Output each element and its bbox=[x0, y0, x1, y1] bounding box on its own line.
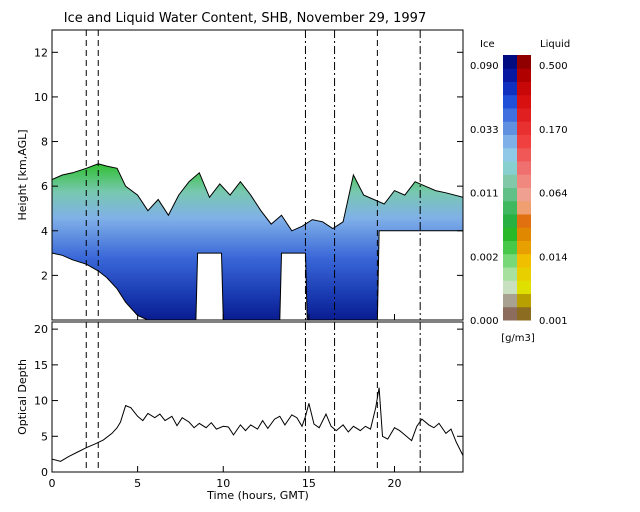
colorbar-ice-swatch bbox=[503, 293, 517, 308]
x-axis-label: Time (hours, GMT) bbox=[206, 489, 309, 502]
top-y-tick-label: 10 bbox=[34, 91, 48, 104]
colorbar-ice-swatch bbox=[503, 240, 517, 255]
x-tick-label: 10 bbox=[216, 477, 230, 490]
optical-depth-panel: 0 5 10 15 20 0 5 10 15 20 Optical Depth Time (ho… bbox=[16, 314, 464, 502]
ice-liquid-panel: 2 4 6 8 10 12 Height [km,AGL] bbox=[16, 29, 464, 321]
colorbar-liquid-tick-label: 0.064 bbox=[539, 189, 568, 200]
colorbar-ice-swatch bbox=[503, 68, 517, 82]
colorbar-ice-swatch bbox=[503, 227, 517, 241]
colorbar-ice-swatch bbox=[503, 187, 517, 202]
colorbar-ice-tick-label: 0.011 bbox=[470, 189, 499, 200]
colorbar-liquid-swatch bbox=[517, 108, 531, 122]
colorbar-liquid-swatch bbox=[517, 187, 531, 202]
optical-depth-series-line bbox=[52, 387, 463, 462]
colorbar-ice-swatch bbox=[503, 280, 517, 294]
colorbar-liquid-tick-label: 0.014 bbox=[539, 252, 568, 263]
colorbar-ice-swatch bbox=[503, 121, 517, 135]
colorbar-ice-ticks: 0.090 0.033 0.011 0.002 0.000 bbox=[470, 61, 499, 327]
colorbar-liquid-swatch bbox=[517, 134, 531, 149]
colorbar-ice-swatch bbox=[503, 174, 517, 188]
colorbar-ice-tick-label: 0.002 bbox=[470, 252, 499, 263]
bottom-y-axis-label: Optical Depth bbox=[16, 359, 29, 435]
x-tick-label: 15 bbox=[302, 477, 316, 490]
colorbar-liquid-swatch bbox=[517, 240, 531, 255]
colorbar-ice-swatch bbox=[503, 147, 517, 162]
colorbar-ice-swatch bbox=[503, 55, 517, 69]
colorbar-liquid-swatch bbox=[517, 68, 531, 82]
colorbar-liquid-swatch bbox=[517, 253, 531, 268]
bottom-y-tick-label: 5 bbox=[41, 430, 48, 443]
top-y-tick-label: 12 bbox=[34, 46, 48, 59]
top-y-axis: 2 4 6 8 10 12 bbox=[34, 46, 463, 282]
colorbar-liquid-swatch bbox=[517, 267, 531, 281]
colorbar-liquid-ticks: 0.500 0.170 0.064 0.014 0.001 bbox=[539, 61, 568, 327]
colorbar-liquid-header: Liquid bbox=[540, 39, 570, 50]
top-y-axis-label: Height [km,AGL] bbox=[16, 129, 29, 220]
colorbar-ice-swatch bbox=[503, 267, 517, 281]
colorbar: Ice Liquid 0.090 0.033 0.011 0.002 0.000 0.5… bbox=[470, 39, 570, 344]
top-plot-frame bbox=[51, 29, 464, 321]
top-y-tick-label: 2 bbox=[41, 269, 48, 282]
top-vertical-markers bbox=[85, 30, 421, 320]
colorbar-ice-header: Ice bbox=[480, 39, 495, 50]
bottom-y-axis: 0 5 10 15 20 bbox=[34, 323, 463, 479]
colorbar-liquid-tick-label: 0.170 bbox=[539, 125, 568, 136]
colorbar-ice-swatch bbox=[503, 81, 517, 96]
bottom-y-tick-label: 10 bbox=[34, 395, 48, 408]
x-tick-label: 20 bbox=[388, 477, 402, 490]
cloud-boundary-contour bbox=[52, 163, 463, 320]
colorbar-liquid-swatch bbox=[517, 280, 531, 294]
colorbar-liquid-swatch bbox=[517, 306, 531, 321]
bottom-y-tick-label: 0 bbox=[41, 466, 48, 479]
colorbar-liquid-swatch bbox=[517, 227, 531, 241]
colorbar-liquid-swatch bbox=[517, 161, 531, 175]
colorbar-ice-tick-label: 0.090 bbox=[470, 61, 499, 72]
colorbar-liquid-swatch bbox=[517, 81, 531, 96]
colorbar-liquid-swatch bbox=[517, 55, 531, 69]
cloud-water-content-field bbox=[52, 163, 463, 320]
x-tick-label: 5 bbox=[134, 477, 141, 490]
colorbar-ice-swatch bbox=[503, 200, 517, 215]
colorbar-liquid-swatch bbox=[517, 121, 531, 135]
colorbar-liquid-tick-label: 0.500 bbox=[539, 61, 568, 72]
colorbar-liquid-swatch bbox=[517, 200, 531, 215]
colorbar-ice-tick-label: 0.033 bbox=[470, 125, 499, 136]
colorbar-ice-swatch bbox=[503, 253, 517, 268]
chart-title: Ice and Liquid Water Content, SHB, Novem… bbox=[64, 11, 426, 26]
x-tick-label: 0 bbox=[49, 477, 56, 490]
colorbar-liquid-swatch bbox=[517, 293, 531, 308]
colorbar-ice-swatch bbox=[503, 214, 517, 228]
bottom-y-tick-label: 15 bbox=[34, 359, 48, 372]
bottom-y-tick-label: 20 bbox=[34, 323, 48, 336]
colorbar-ice-swatch bbox=[503, 134, 517, 149]
top-y-tick-label: 8 bbox=[41, 136, 48, 149]
colorbar-units: [g/m3] bbox=[501, 333, 535, 344]
colorbar-liquid-swatch bbox=[517, 174, 531, 188]
x-axis: 0 5 10 15 20 bbox=[49, 314, 402, 490]
colorbar-ice-swatch bbox=[503, 161, 517, 175]
colorbar-liquid-swatch bbox=[517, 214, 531, 228]
colorbar-ice-swatch bbox=[503, 108, 517, 122]
bottom-plot-frame bbox=[51, 321, 464, 473]
colorbar-ice-scale bbox=[503, 55, 517, 321]
colorbar-ice-tick-label: 0.000 bbox=[470, 316, 499, 327]
colorbar-ice-swatch bbox=[503, 94, 517, 109]
colorbar-liquid-tick-label: 0.001 bbox=[539, 316, 568, 327]
top-y-tick-label: 6 bbox=[41, 180, 48, 193]
colorbar-liquid-swatch bbox=[517, 147, 531, 162]
bottom-vertical-markers bbox=[85, 322, 421, 472]
colorbar-ice-swatch bbox=[503, 306, 517, 321]
colorbar-liquid-scale bbox=[517, 55, 531, 321]
colorbar-liquid-swatch bbox=[517, 94, 531, 109]
top-y-tick-label: 4 bbox=[41, 225, 48, 238]
